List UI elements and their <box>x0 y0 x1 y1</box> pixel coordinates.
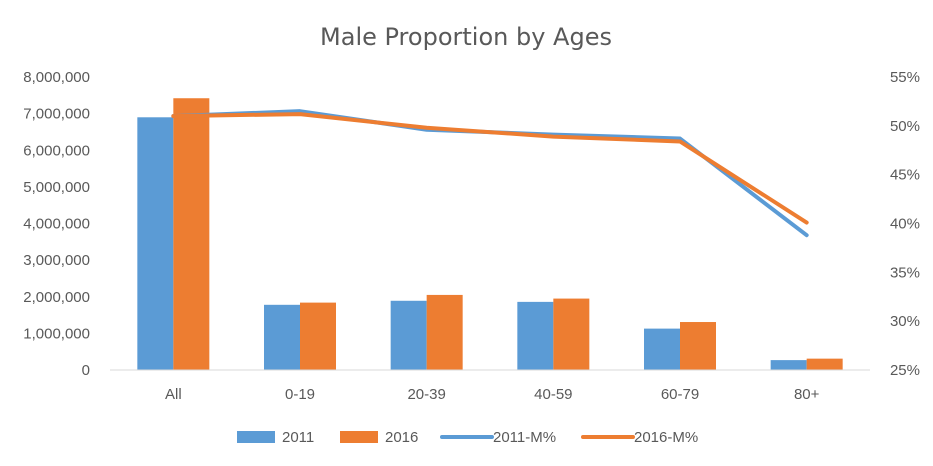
bar-2011-80+ <box>770 360 807 370</box>
line-2016-M% <box>171 112 809 225</box>
right-tick-label: 35% <box>890 264 920 281</box>
bar-series <box>137 98 843 371</box>
legend-swatch-2011 <box>237 431 275 443</box>
legend-label: 2016 <box>385 429 418 446</box>
legend: 2011 2016 2011-M% 2016-M% <box>237 429 698 446</box>
legend-label: 2011 <box>282 429 314 446</box>
category-label: 60-79 <box>661 386 699 403</box>
right-tick-label: 45% <box>890 167 920 184</box>
right-tick-label: 50% <box>890 118 920 135</box>
bar-2016-0-19 <box>300 302 336 370</box>
left-tick-label: 1,000,000 <box>23 325 90 342</box>
legend-label: 2011-M% <box>493 429 556 446</box>
right-tick-label: 40% <box>890 216 920 233</box>
line-series <box>171 109 809 238</box>
bar-2011-All <box>137 117 174 370</box>
left-tick-label: 5,000,000 <box>23 179 90 196</box>
category-label: 20-39 <box>407 386 445 403</box>
bar-2011-60-79 <box>644 328 680 370</box>
bar-2016-40-59 <box>553 298 590 370</box>
bar-2016-60-79 <box>680 322 716 370</box>
left-tick-label: 3,000,000 <box>23 252 90 269</box>
left-tick-label: 0 <box>82 362 90 379</box>
left-tick-label: 7,000,000 <box>23 106 90 123</box>
category-label: All <box>165 386 182 403</box>
category-label: 0-19 <box>285 386 315 403</box>
category-label: 40-59 <box>534 386 572 403</box>
left-axis-ticks: 0 1,000,000 2,000,000 3,000,000 4,000,000 5,0… <box>23 69 90 379</box>
right-axis-ticks: 25% 30% 35% 40% 45% 50% 55% <box>890 69 920 379</box>
left-tick-label: 6,000,000 <box>23 142 90 159</box>
bar-2016-All <box>173 98 210 371</box>
bar-2011-40-59 <box>517 301 554 370</box>
line-2011-M% <box>171 109 809 238</box>
bar-2016-80+ <box>806 358 843 370</box>
chart-title: Male Proportion by Ages <box>320 23 612 51</box>
bar-2011-0-19 <box>264 304 300 370</box>
bar-2016-20-39 <box>426 294 463 370</box>
legend-label: 2016-M% <box>634 429 698 446</box>
category-labels: All 0-19 20-39 40-59 60-79 80+ <box>165 386 820 403</box>
legend-swatch-2016 <box>340 431 378 443</box>
right-tick-label: 25% <box>890 362 920 379</box>
bar-2011-20-39 <box>390 300 427 370</box>
right-tick-label: 30% <box>890 313 920 330</box>
category-label: 80+ <box>794 386 820 403</box>
left-tick-label: 8,000,000 <box>23 69 90 86</box>
left-tick-label: 2,000,000 <box>23 289 90 306</box>
right-tick-label: 55% <box>890 69 920 86</box>
left-tick-label: 4,000,000 <box>23 216 90 233</box>
